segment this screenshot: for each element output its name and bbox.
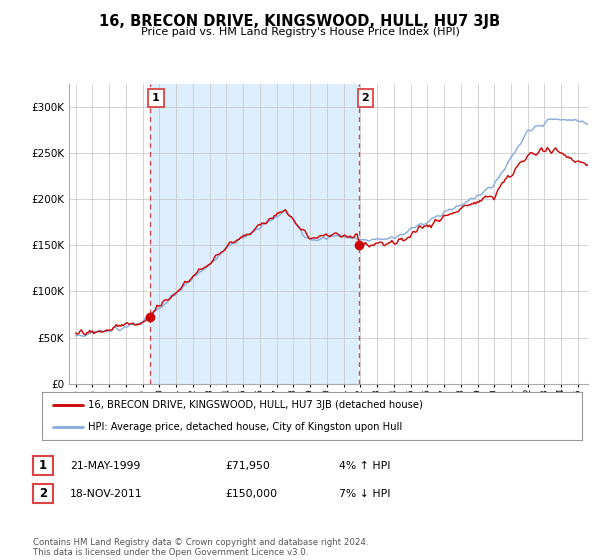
Text: 16, BRECON DRIVE, KINGSWOOD, HULL, HU7 3JB (detached house): 16, BRECON DRIVE, KINGSWOOD, HULL, HU7 3…: [88, 400, 423, 410]
Text: 4% ↑ HPI: 4% ↑ HPI: [339, 461, 391, 471]
Text: HPI: Average price, detached house, City of Kingston upon Hull: HPI: Average price, detached house, City…: [88, 422, 402, 432]
Text: 7% ↓ HPI: 7% ↓ HPI: [339, 489, 391, 499]
Text: Contains HM Land Registry data © Crown copyright and database right 2024.
This d: Contains HM Land Registry data © Crown c…: [33, 538, 368, 557]
Text: 1: 1: [152, 93, 160, 103]
Text: 2: 2: [39, 487, 47, 501]
Text: 18-NOV-2011: 18-NOV-2011: [70, 489, 143, 499]
Text: Price paid vs. HM Land Registry's House Price Index (HPI): Price paid vs. HM Land Registry's House …: [140, 27, 460, 37]
Text: £71,950: £71,950: [225, 461, 270, 471]
Text: 1: 1: [39, 459, 47, 473]
Text: 16, BRECON DRIVE, KINGSWOOD, HULL, HU7 3JB: 16, BRECON DRIVE, KINGSWOOD, HULL, HU7 3…: [100, 14, 500, 29]
Text: 2: 2: [361, 93, 369, 103]
Text: £150,000: £150,000: [225, 489, 277, 499]
Bar: [149, 84, 359, 384]
Text: 21-MAY-1999: 21-MAY-1999: [70, 461, 140, 471]
